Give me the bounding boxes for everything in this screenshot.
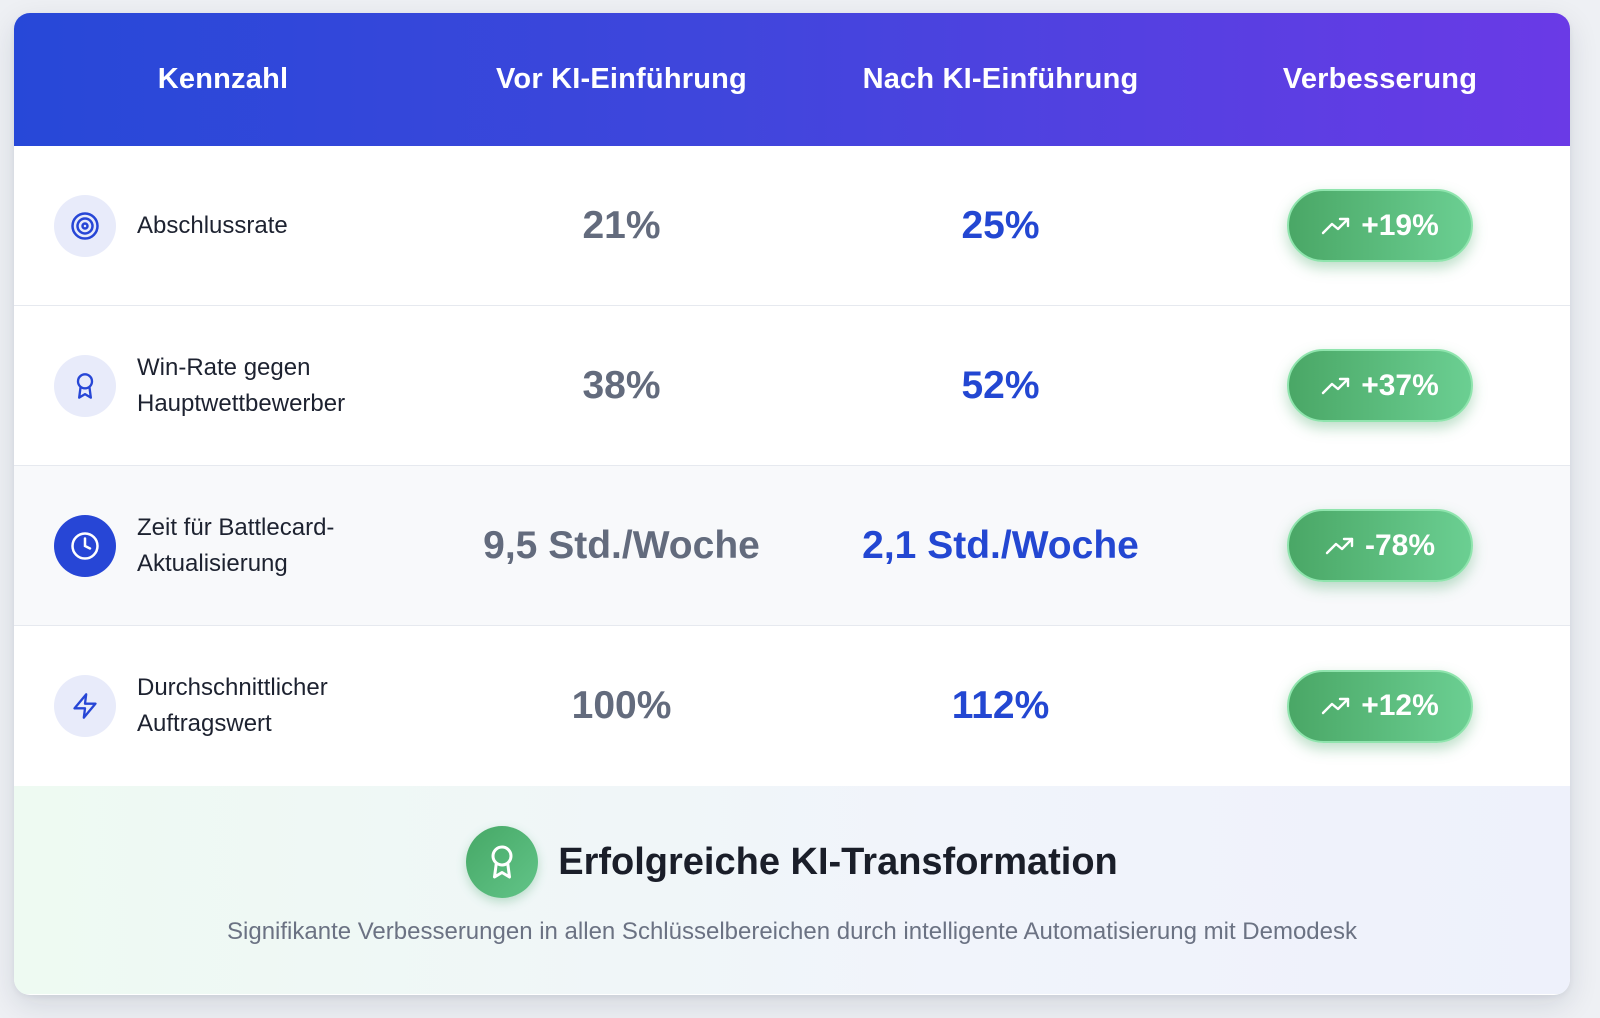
trending-up-icon [1325, 537, 1354, 554]
improvement-badge: +19% [1287, 189, 1473, 262]
clock-icon [54, 514, 116, 577]
summary-title: Erfolgreiche KI-Transformation [558, 840, 1118, 883]
metric-cell: Win-Rate gegen Hauptwettbewerber [14, 350, 432, 422]
trending-up-icon [1322, 697, 1350, 715]
comparison-card: Kennzahl Vor KI-Einführung Nach KI-Einfü… [14, 13, 1570, 995]
after-value: 25% [961, 203, 1040, 247]
after-value: 52% [961, 363, 1040, 407]
metric-label: Abschlussrate [137, 211, 288, 239]
improvement-badge: -78% [1287, 509, 1473, 582]
metric-label: Durchschnittlicher Auftragswert [137, 674, 328, 737]
table-row: Durchschnittlicher Auftragswert 100% 112… [14, 626, 1570, 786]
header-before: Vor KI-Einführung [496, 63, 747, 95]
award-icon [54, 354, 116, 417]
header-metric: Kennzahl [157, 63, 289, 95]
improvement-value: +19% [1361, 208, 1439, 242]
after-value: 112% [951, 684, 1050, 727]
header-improvement: Verbesserung [1282, 63, 1478, 95]
table-header: Kennzahl Vor KI-Einführung Nach KI-Einfü… [14, 13, 1570, 146]
metric-cell: Zeit für Battlecard-Aktualisierung [14, 510, 432, 582]
target-icon [54, 194, 116, 257]
summary-footer: Erfolgreiche KI-Transformation Signifika… [14, 786, 1570, 994]
improvement-cell: -78% [1190, 509, 1570, 582]
table-row: Win-Rate gegen Hauptwettbewerber 38% 52%… [14, 306, 1570, 466]
improvement-cell: +19% [1190, 189, 1570, 262]
before-value: 9,5 Std./Woche [483, 523, 760, 567]
after-value: 2,1 Std./Woche [862, 523, 1139, 567]
improvement-cell: +37% [1190, 349, 1570, 422]
table-row: Abschlussrate 21% 25% +19% [14, 146, 1570, 306]
improvement-badge: +37% [1287, 349, 1473, 422]
before-value: 100% [571, 684, 672, 727]
metric-cell: Durchschnittlicher Auftragswert [14, 670, 432, 742]
summary-subtitle: Signifikante Verbesserungen in allen Sch… [227, 918, 1357, 945]
improvement-cell: +12% [1190, 669, 1570, 743]
before-value: 21% [582, 203, 661, 247]
improvement-badge: +12% [1287, 669, 1473, 743]
table-row: Zeit für Battlecard-Aktualisierung 9,5 S… [14, 466, 1570, 626]
before-value: 38% [582, 363, 661, 407]
trending-up-icon [1322, 377, 1350, 394]
metric-label: Zeit für Battlecard-Aktualisierung [137, 513, 335, 577]
metric-cell: Abschlussrate [14, 194, 432, 257]
trending-up-icon [1322, 217, 1350, 234]
metric-label: Win-Rate gegen Hauptwettbewerber [137, 353, 346, 417]
improvement-value: -78% [1364, 528, 1436, 562]
header-after: Nach KI-Einführung [862, 63, 1139, 95]
improvement-value: +37% [1361, 368, 1439, 402]
improvement-value: +12% [1361, 689, 1439, 722]
award-icon [466, 826, 539, 898]
summary-title-row: Erfolgreiche KI-Transformation [466, 826, 1118, 898]
lightning-icon [54, 675, 116, 737]
